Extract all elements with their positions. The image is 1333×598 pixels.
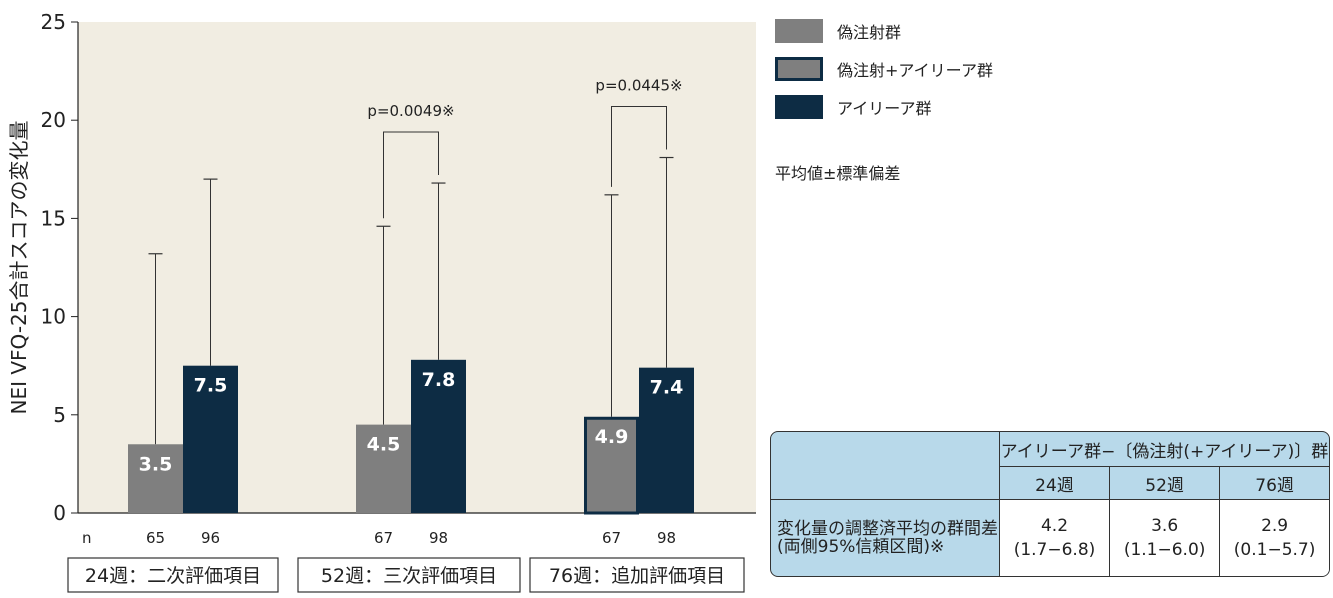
n-value: 65 bbox=[146, 529, 165, 547]
legend-label: 偽注射+アイリーア群 bbox=[837, 61, 993, 80]
estimate: 3.6 bbox=[1151, 516, 1179, 536]
n-value: 98 bbox=[429, 529, 448, 547]
group-label-box bbox=[297, 557, 521, 593]
table-week-24: 24週 bbox=[999, 467, 1111, 500]
y-tick-label: 20 bbox=[41, 108, 66, 132]
table-corner bbox=[771, 432, 1000, 500]
bar-value-label: 7.8 bbox=[422, 369, 456, 391]
group-label: 24週：二次評価項目 bbox=[85, 565, 261, 587]
bar-eylea bbox=[183, 365, 238, 513]
y-tick-label: 25 bbox=[41, 10, 66, 34]
estimate: 4.2 bbox=[1040, 516, 1069, 536]
n-label: n bbox=[82, 529, 92, 547]
group-label-box bbox=[529, 557, 745, 593]
significance-bracket bbox=[383, 131, 439, 219]
table-week-76: 76週 bbox=[1220, 467, 1329, 500]
bar-chart: 0 5 10 15 20 25 NEI VFQ-25合計スコアの変化量 n 3.5 65 7.5 96… bbox=[7, 10, 756, 593]
table-row-label: 変化量の調整済平均の群間差 (両側95%信頼区間)※ bbox=[771, 500, 1000, 576]
legend-swatch-sham-eylea bbox=[775, 57, 823, 81]
p-value-label: p=0.0049※ bbox=[367, 102, 454, 120]
n-value: 98 bbox=[657, 529, 676, 547]
bar-value-label: 7.4 bbox=[650, 377, 684, 399]
legend: 偽注射群 偽注射+アイリーア群 アイリーア群 bbox=[775, 18, 993, 132]
group-label: 76週：追加評価項目 bbox=[549, 565, 725, 587]
legend-item-sham: 偽注射群 bbox=[775, 18, 993, 44]
legend-item-eylea: アイリーア群 bbox=[775, 94, 993, 120]
bar-value-label: 4.5 bbox=[367, 434, 401, 456]
y-tick-label: 10 bbox=[41, 305, 66, 329]
bar-sham bbox=[356, 424, 411, 513]
p-value-label: p=0.0445※ bbox=[595, 76, 682, 94]
confidence-interval: (1.1−6.0) bbox=[1123, 540, 1206, 560]
table-cell-52: 3.6 (1.1−6.0) bbox=[1110, 500, 1221, 576]
table-header: アイリーア群−〔偽注射(+アイリーア)〕群 bbox=[999, 432, 1329, 467]
y-tick-label: 15 bbox=[41, 206, 66, 230]
legend-swatch-eylea bbox=[775, 95, 823, 119]
confidence-interval: (0.1−5.7) bbox=[1233, 540, 1316, 560]
significance-bracket bbox=[611, 105, 667, 187]
bar-value-label: 7.5 bbox=[194, 375, 228, 397]
stat-note: 平均値±標準偏差 bbox=[775, 164, 901, 183]
n-value: 67 bbox=[374, 529, 393, 547]
bar-sham bbox=[128, 444, 183, 513]
bar-value-label: 4.9 bbox=[595, 426, 629, 448]
group-label-box bbox=[67, 557, 279, 593]
n-value: 67 bbox=[602, 529, 621, 547]
bar-sham_eylea bbox=[584, 416, 639, 515]
legend-label: 偽注射群 bbox=[837, 23, 902, 42]
table-cell-76: 2.9 (0.1−5.7) bbox=[1220, 500, 1329, 576]
difference-table: アイリーア群−〔偽注射(+アイリーア)〕群 24週 52週 76週 変化量の調整… bbox=[770, 431, 1330, 577]
row-label-line1: 変化量の調整済平均の群間差 bbox=[777, 519, 998, 539]
table-cell-24: 4.2 (1.7−6.8) bbox=[999, 500, 1111, 576]
bar-eylea bbox=[639, 367, 694, 513]
bar-value-label: 3.5 bbox=[139, 453, 173, 475]
legend-swatch-sham bbox=[775, 19, 823, 43]
bar-eylea bbox=[411, 359, 466, 513]
y-tick-label: 0 bbox=[53, 501, 66, 525]
n-value: 96 bbox=[201, 529, 220, 547]
y-axis-label: NEI VFQ-25合計スコアの変化量 bbox=[7, 120, 31, 414]
legend-item-sham-eylea: 偽注射+アイリーア群 bbox=[775, 56, 993, 82]
legend-label: アイリーア群 bbox=[837, 99, 932, 118]
group-label: 52週：三次評価項目 bbox=[321, 565, 497, 587]
row-label-line2: (両側95%信頼区間)※ bbox=[777, 537, 945, 557]
y-tick-label: 5 bbox=[53, 403, 66, 427]
table-week-52: 52週 bbox=[1110, 467, 1221, 500]
estimate: 2.9 bbox=[1261, 516, 1289, 536]
confidence-interval: (1.7−6.8) bbox=[1013, 540, 1096, 560]
